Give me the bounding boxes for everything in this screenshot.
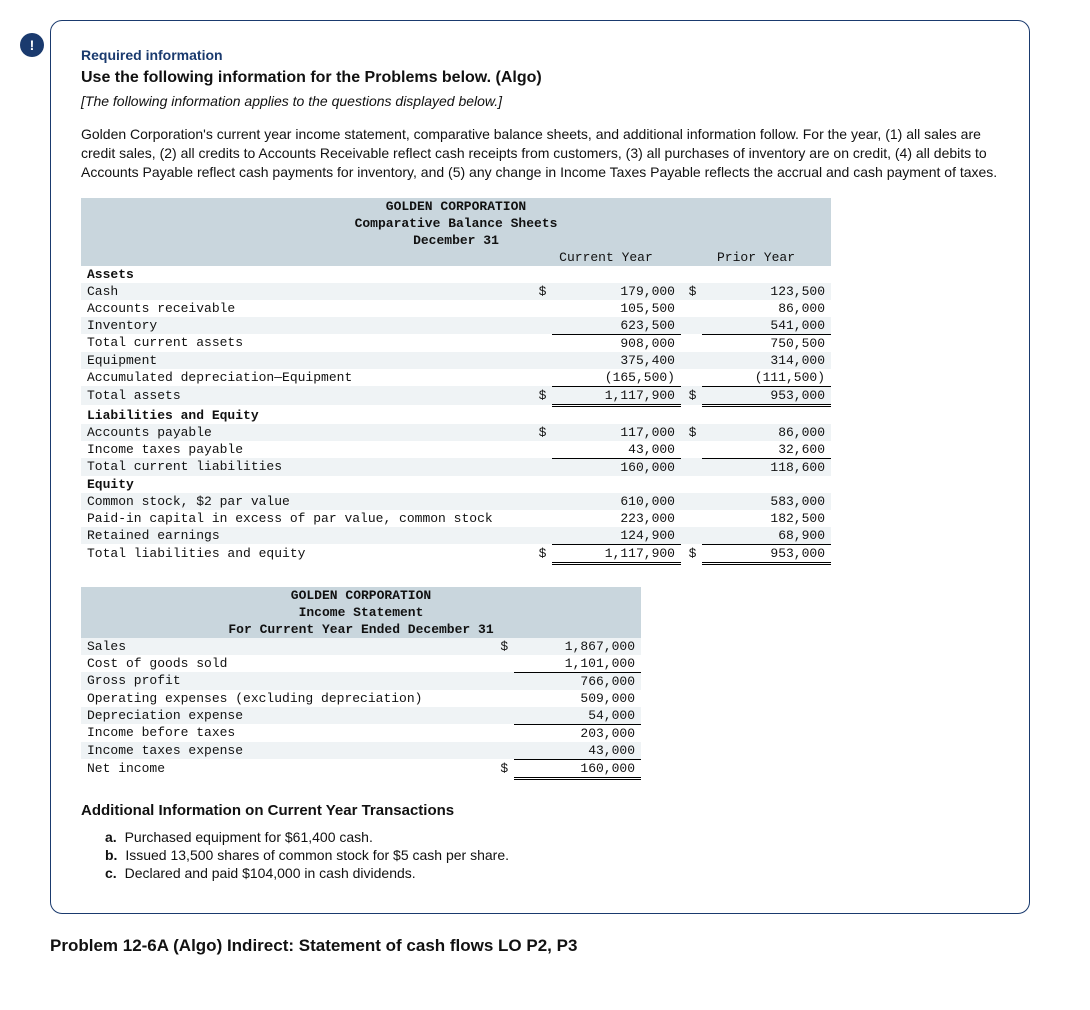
income-statement-title: For Current Year Ended December 31 <box>81 621 641 638</box>
table-total-label: Total liabilities and equity <box>81 544 531 563</box>
balance-sheet-table: GOLDEN CORPORATIONComparative Balance Sh… <box>81 198 831 565</box>
table-row-label: Accounts receivable <box>81 300 531 317</box>
table-cell-value: 1,117,900 <box>552 386 681 405</box>
body-paragraph: Golden Corporation's current year income… <box>81 125 999 182</box>
table-cell-value: 1,867,000 <box>514 638 641 655</box>
table-cell-value: 182,500 <box>702 510 831 527</box>
table-row-label: Accumulated depreciation—Equipment <box>81 369 531 387</box>
table-row-label: Sales <box>81 638 493 655</box>
table-row-label: Cash <box>81 283 531 300</box>
problem-heading: Problem 12-6A (Algo) Indirect: Statement… <box>50 936 1070 956</box>
table-cell-value: 953,000 <box>702 386 831 405</box>
table-cell-value: 314,000 <box>702 352 831 369</box>
table-cell-value: 124,900 <box>552 527 681 545</box>
table-row-label: Retained earnings <box>81 527 531 545</box>
table-cell-value: 750,500 <box>702 334 831 352</box>
income-statement-title: GOLDEN CORPORATION <box>81 587 641 604</box>
table-cell-value: 118,600 <box>702 458 831 476</box>
table-row-label: Net income <box>81 759 493 778</box>
table-cell-value: 32,600 <box>702 441 831 459</box>
table-cell-value: 68,900 <box>702 527 831 545</box>
table-cell-value: (165,500) <box>552 369 681 387</box>
table-row-label: Paid-in capital in excess of par value, … <box>81 510 531 527</box>
table-cell-value: 623,500 <box>552 317 681 335</box>
additional-info-item: c. Declared and paid $104,000 in cash di… <box>105 865 999 881</box>
table-row-label: Total current assets <box>81 334 531 352</box>
alert-glyph: ! <box>30 37 35 53</box>
table-cell-value: 54,000 <box>514 707 641 725</box>
table-cell-value: 179,000 <box>552 283 681 300</box>
additional-info-heading: Additional Information on Current Year T… <box>81 802 999 819</box>
alert-icon: ! <box>20 33 44 57</box>
income-statement-table: GOLDEN CORPORATIONIncome StatementFor Cu… <box>81 587 641 780</box>
additional-info-list: a. Purchased equipment for $61,400 cash.… <box>105 829 999 881</box>
table-row-label: Cost of goods sold <box>81 655 493 673</box>
table-cell-value: 1,101,000 <box>514 655 641 673</box>
table-cell-value: 43,000 <box>552 441 681 459</box>
section-heading: Liabilities and Equity <box>81 405 831 424</box>
table-cell-value: 117,000 <box>552 424 681 441</box>
table-row-label: Common stock, $2 par value <box>81 493 531 510</box>
table-cell-value: 908,000 <box>552 334 681 352</box>
table-cell-value: 203,000 <box>514 724 641 742</box>
table-cell-value: 509,000 <box>514 690 641 707</box>
table-cell-value: 223,000 <box>552 510 681 527</box>
table-cell-value: 375,400 <box>552 352 681 369</box>
table-row-label: Gross profit <box>81 672 493 690</box>
table-row-label: Income taxes expense <box>81 742 493 760</box>
table-cell-value: 160,000 <box>552 458 681 476</box>
balance-sheet-title: GOLDEN CORPORATION <box>81 198 831 215</box>
section-heading: Assets <box>81 266 831 283</box>
table-row-label: Income before taxes <box>81 724 493 742</box>
applies-note: [The following information applies to th… <box>81 93 999 109</box>
table-row-label: Depreciation expense <box>81 707 493 725</box>
table-cell-value: 583,000 <box>702 493 831 510</box>
table-cell-value: 541,000 <box>702 317 831 335</box>
table-row-label: Income taxes payable <box>81 441 531 459</box>
table-cell-value: 43,000 <box>514 742 641 760</box>
table-row-label: Total current liabilities <box>81 458 531 476</box>
table-row-label: Inventory <box>81 317 531 335</box>
table-cell-value: 86,000 <box>702 300 831 317</box>
use-heading: Use the following information for the Pr… <box>81 69 999 87</box>
balance-sheet-title: December 31 <box>81 232 831 249</box>
table-cell-value: 1,117,900 <box>552 544 681 563</box>
table-cell-value: 86,000 <box>702 424 831 441</box>
income-statement-title: Income Statement <box>81 604 641 621</box>
table-row-label: Equipment <box>81 352 531 369</box>
additional-info-item: a. Purchased equipment for $61,400 cash. <box>105 829 999 845</box>
table-total-label: Total assets <box>81 386 531 405</box>
table-cell-value: (111,500) <box>702 369 831 387</box>
balance-sheet-col-header: Prior Year <box>681 249 831 266</box>
table-row-label: Operating expenses (excluding depreciati… <box>81 690 493 707</box>
table-cell-value: 160,000 <box>514 759 641 778</box>
table-cell-value: 953,000 <box>702 544 831 563</box>
balance-sheet-col-header: Current Year <box>531 249 681 266</box>
table-cell-value: 123,500 <box>702 283 831 300</box>
additional-info-item: b. Issued 13,500 shares of common stock … <box>105 847 999 863</box>
section-heading: Equity <box>81 476 831 493</box>
table-row-label: Accounts payable <box>81 424 531 441</box>
table-cell-value: 105,500 <box>552 300 681 317</box>
table-cell-value: 766,000 <box>514 672 641 690</box>
required-info-label: Required information <box>81 47 999 63</box>
table-cell-value: 610,000 <box>552 493 681 510</box>
required-info-card: Required information Use the following i… <box>50 20 1030 914</box>
balance-sheet-title: Comparative Balance Sheets <box>81 215 831 232</box>
